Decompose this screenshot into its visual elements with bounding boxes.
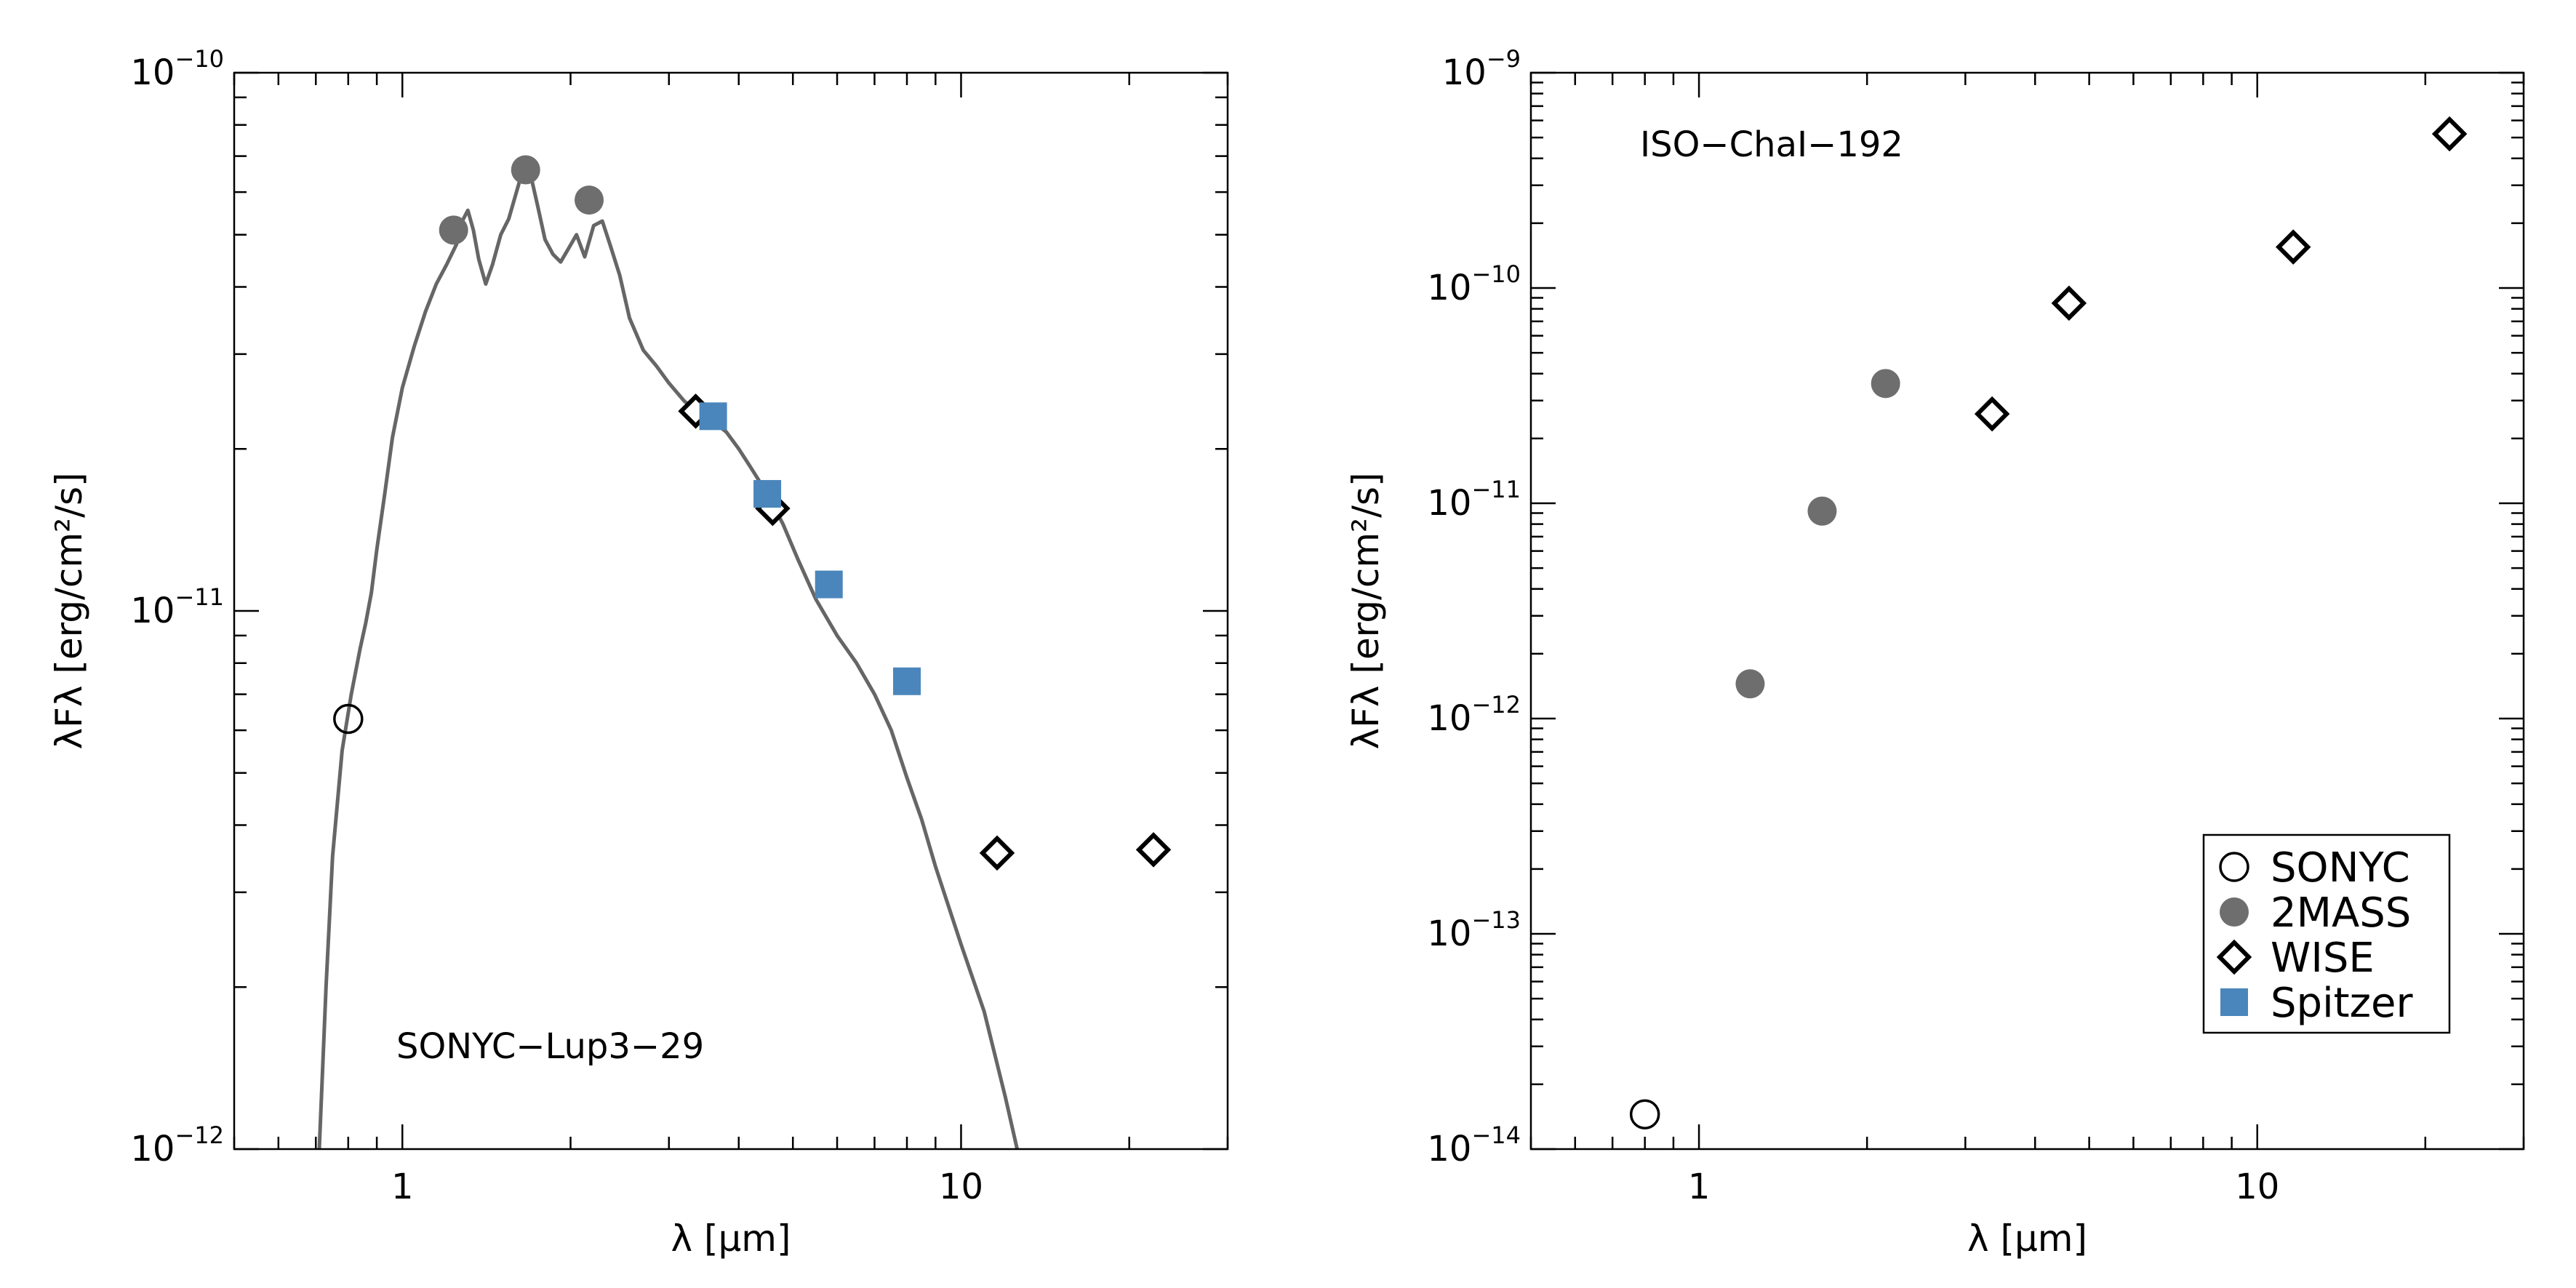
y-tick-label: 10−12	[1427, 691, 1521, 739]
sed-panel-left: 1 10 10−12 10−11 10−10 λ [μm] λFλ [erg/cm²/s] S…	[48, 45, 1229, 1260]
object-name-label: ISO−ChaI−192	[1640, 124, 1903, 165]
legend-sonyc-marker	[2219, 852, 2249, 882]
y-tick-label: 10−10	[1427, 260, 1521, 308]
legend-wise-marker	[2216, 939, 2252, 975]
x-axis-label: λ [μm]	[671, 1217, 791, 1260]
sed-panel-right: 1 10 10−14 10−13 10−12 10−11 10−10 10−9 λ [μm] λF…	[1345, 45, 2525, 1260]
2mass-point	[511, 155, 540, 185]
x-tick-label: 10	[2235, 1167, 2279, 1207]
2mass-point	[1735, 669, 1765, 699]
x-tick-label: 10	[939, 1167, 983, 1207]
y-tick-label: 10−12	[130, 1121, 224, 1169]
legend-2mass-label: 2MASS	[2271, 889, 2411, 937]
2mass-point	[1807, 496, 1837, 526]
legend-spitzer-marker	[2220, 988, 2248, 1016]
spitzer-point	[815, 570, 843, 599]
legend-spitzer-label: Spitzer	[2271, 980, 2413, 1027]
legend-wise-label: WISE	[2271, 935, 2375, 982]
y-axis-label: λFλ [erg/cm²/s]	[1345, 472, 1387, 749]
data-points	[333, 155, 1172, 871]
wise-point	[2051, 285, 2087, 321]
y-tick-label: 10−9	[1442, 45, 1521, 93]
x-axis-label: λ [μm]	[1967, 1217, 2087, 1260]
spitzer-point	[893, 667, 921, 695]
object-name-label: SONYC−Lup3−29	[396, 1026, 704, 1067]
y-tick-label: 10−10	[130, 45, 224, 93]
data-points	[1629, 116, 2468, 1129]
model-spectrum-line	[317, 164, 1020, 1149]
y-tick-label: 10−13	[1427, 906, 1521, 954]
wise-point	[1135, 832, 1172, 868]
y-tick-label: 10−14	[1427, 1121, 1521, 1169]
legend-2mass-marker	[2220, 897, 2249, 927]
2mass-point	[1871, 369, 1900, 399]
y-axis-label: λFλ [erg/cm²/s]	[48, 472, 90, 749]
2mass-point	[439, 215, 468, 245]
wise-point	[2431, 116, 2468, 152]
plot-frame	[233, 71, 1229, 1151]
spitzer-point	[699, 402, 727, 431]
wise-point	[1974, 396, 2010, 432]
sonyc-point	[1629, 1099, 1660, 1129]
wise-point	[979, 835, 1015, 871]
y-tick-label: 10−11	[130, 583, 224, 631]
legend-sonyc-label: SONYC	[2271, 844, 2410, 892]
plot-frame	[1529, 71, 2525, 1151]
2mass-point	[575, 185, 604, 215]
sonyc-point	[333, 703, 364, 735]
x-tick-label: 1	[1688, 1167, 1711, 1207]
x-tick-label: 1	[391, 1167, 414, 1207]
wise-point	[2275, 229, 2311, 265]
spitzer-point	[753, 480, 782, 508]
y-tick-label: 10−11	[1427, 476, 1521, 524]
